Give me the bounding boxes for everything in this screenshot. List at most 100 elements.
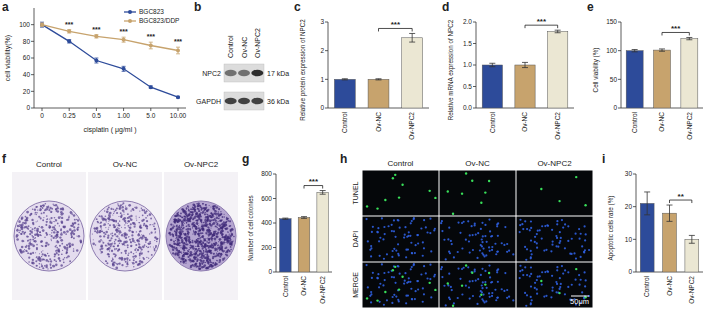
colony-dot: [194, 263, 197, 266]
colony-dot: [216, 226, 217, 227]
colony-dot: [116, 207, 118, 209]
colony-dot: [184, 223, 185, 224]
colony-dot: [133, 222, 136, 225]
colony-dot: [118, 233, 119, 234]
nucleus: [383, 258, 385, 260]
colony-dot: [176, 229, 178, 231]
colony-dot: [178, 218, 179, 219]
colony-dot: [130, 246, 132, 248]
colony-dot: [113, 219, 115, 221]
colony-dot: [172, 252, 174, 254]
nucleus: [378, 240, 380, 242]
colony-dot: [61, 217, 63, 219]
colony-dot: [60, 221, 63, 224]
colony-dot: [124, 227, 126, 229]
colony-dot: [111, 250, 113, 252]
colony-dot: [42, 250, 43, 251]
colony-dot: [175, 248, 176, 249]
colony-dot: [125, 205, 126, 206]
colony-dot: [185, 262, 186, 263]
colony-dot: [35, 237, 36, 238]
colony-dot: [199, 217, 200, 218]
colony-dot: [67, 245, 68, 246]
colony-dot: [195, 248, 197, 250]
colony-dot: [122, 244, 124, 246]
colony-dot: [220, 214, 222, 216]
colony-dot: [137, 249, 139, 251]
colony-dot: [156, 241, 157, 242]
colony-dot: [100, 225, 102, 227]
colony-dot: [122, 202, 124, 204]
colony-dot: [215, 226, 217, 228]
colony-dot: [26, 218, 27, 219]
nucleus: [393, 219, 395, 221]
colony-dot: [123, 233, 124, 234]
row-label: DAPI: [352, 231, 359, 247]
colony-dot: [177, 254, 180, 257]
colony-dot: [21, 246, 24, 249]
point: [149, 44, 153, 48]
colony-dot: [57, 210, 59, 212]
colony-dot: [208, 238, 211, 241]
colony-dot: [97, 222, 99, 224]
y-tick: [273, 174, 276, 175]
colony-dot: [203, 209, 205, 211]
nucleus: [377, 227, 379, 229]
colony-dot: [128, 216, 130, 218]
colony-dot: [200, 227, 201, 228]
colony-dot: [124, 214, 125, 215]
colony-dot: [150, 224, 151, 225]
colony-dot: [139, 253, 141, 255]
x-tick-label: Control: [631, 111, 638, 133]
colony-dot: [104, 232, 105, 233]
colony-dot: [125, 236, 128, 239]
colony-dot: [213, 213, 215, 215]
colony-dot: [124, 224, 125, 225]
colony-dot: [200, 209, 202, 211]
y-tick: [273, 247, 276, 248]
colony-dot: [54, 221, 55, 222]
colony-dot: [201, 256, 203, 258]
colony-dot: [175, 234, 177, 236]
colony-dot: [61, 253, 63, 255]
colony-dot: [36, 228, 39, 231]
colony-dot: [132, 256, 134, 258]
column-label: Ov-NPC2: [537, 159, 572, 168]
nucleus: [394, 282, 396, 284]
y-tick-label: 1.0: [463, 61, 472, 68]
colony-dot: [59, 225, 60, 226]
y-axis-label: Number of cell colonies: [247, 195, 254, 260]
nucleus: [413, 218, 415, 220]
colony-dot: [118, 216, 119, 217]
column-label: Control: [388, 159, 414, 168]
colony-dot: [29, 242, 31, 244]
colony-dot: [76, 236, 77, 237]
colony-dot: [118, 224, 120, 226]
colony-dot: [61, 232, 62, 233]
colony-dot: [109, 250, 110, 251]
colony-dot: [54, 253, 56, 255]
colony-dot: [112, 264, 113, 265]
colony-dot: [50, 267, 52, 269]
colony-dot: [70, 233, 72, 235]
colony-dot: [31, 232, 32, 233]
colony-dot: [176, 225, 177, 226]
colony-dot: [184, 216, 186, 218]
colony-dot: [182, 228, 184, 230]
colony-dot: [148, 247, 149, 248]
y-tick-label: 800: [261, 170, 272, 177]
colony-dot: [195, 226, 197, 228]
colony-dot: [194, 225, 195, 226]
colony-dot: [154, 240, 155, 241]
colony-dot: [22, 250, 25, 253]
colony-dot: [73, 248, 74, 249]
colony-dot: [130, 245, 132, 247]
colony-dot: [222, 236, 223, 237]
colony-dot: [210, 261, 212, 263]
colony-dot: [71, 224, 74, 227]
colony-dot: [179, 245, 181, 247]
colony-dot: [195, 228, 197, 230]
colony-dot: [51, 230, 52, 231]
colony-dot: [214, 218, 216, 220]
y-tick: [31, 91, 34, 92]
